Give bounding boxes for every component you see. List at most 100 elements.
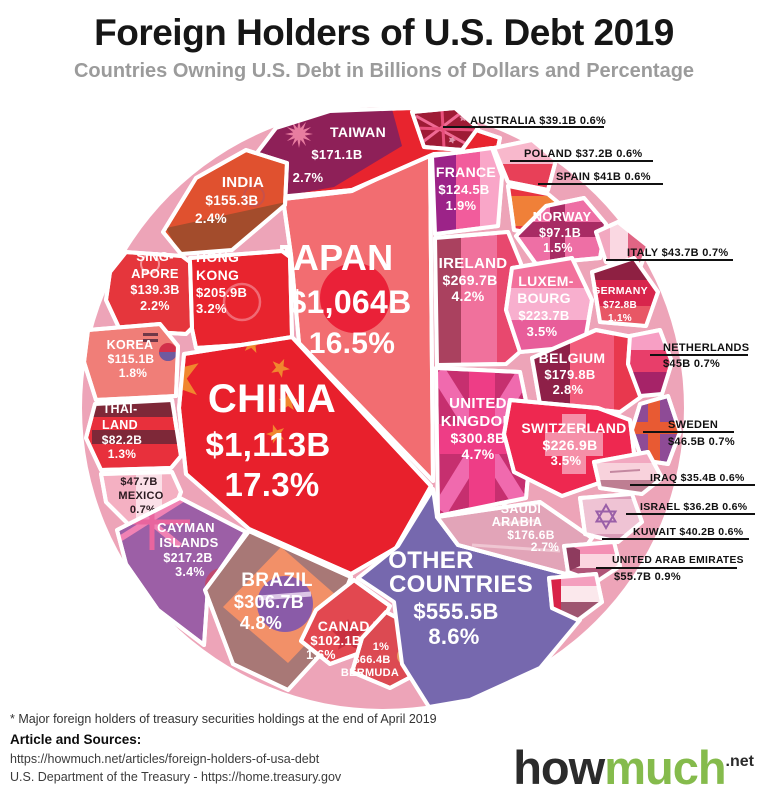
cell-label-korea-2: 1.8% bbox=[119, 366, 148, 380]
cell-sweden bbox=[630, 394, 682, 466]
callout-label: $46.5B 0.7% bbox=[668, 436, 735, 448]
page-title: Foreign Holders of U.S. Debt 2019 bbox=[94, 12, 674, 53]
cell-label-brazil-0: BRAZIL bbox=[241, 570, 313, 591]
cell-label-hong-kong-1: KONG bbox=[196, 267, 239, 283]
cell-label-cayman-islands-0: CAYMAN bbox=[157, 520, 215, 535]
cell-label-bermuda-0: 1% bbox=[373, 641, 390, 653]
cell-united-arab-emirates bbox=[547, 572, 604, 622]
cell-label-cayman-islands-1: ISLANDS bbox=[159, 535, 218, 550]
logo-much: much bbox=[604, 741, 726, 794]
cell-label-luxembourg-1: BOURG bbox=[517, 290, 571, 306]
cell-label-belgium-1: $179.8B bbox=[544, 367, 595, 382]
cell-netherlands bbox=[626, 328, 674, 398]
cell-label-india-2: 2.4% bbox=[195, 211, 227, 226]
cell-label-korea-0: KOREA bbox=[107, 338, 154, 352]
callout-label: SWEDEN bbox=[668, 419, 718, 431]
cell-label-belgium-0: BELGIUM bbox=[539, 350, 606, 366]
cell-label-belgium-2: 2.8% bbox=[553, 382, 584, 397]
cell-label-cayman-islands-2: $217.2B bbox=[163, 551, 212, 565]
callout-label: IRAQ $35.4B 0.6% bbox=[650, 472, 745, 484]
cell-label-united-kingdom-0: UNITED bbox=[449, 395, 507, 412]
footer: * Major foreign holders of treasury secu… bbox=[10, 712, 530, 786]
cell-label-other-countries-1: COUNTRIES bbox=[389, 571, 533, 598]
cell-label-thailand-1: LAND bbox=[102, 418, 138, 432]
cell-label-norway-1: $97.1B bbox=[539, 226, 581, 240]
callout-kuwait: KUWAIT $40.2B 0.6% bbox=[602, 526, 749, 540]
cell-label-taiwan-1: $171.1B bbox=[311, 147, 362, 162]
cell-label-hong-kong-0: HONG bbox=[196, 249, 239, 265]
callout-label: UNITED ARAB EMIRATES bbox=[612, 555, 744, 566]
cell-label-germany-2: 1.1% bbox=[608, 313, 632, 324]
source-link-treasury[interactable]: U.S. Department of the Treasury - https:… bbox=[10, 770, 342, 785]
cell-france: FRANCE $124.5B1.9% bbox=[430, 146, 504, 236]
cell-label-canada-0: CANADA bbox=[318, 618, 380, 634]
cell-label-bermuda-2: BERMUDA bbox=[341, 667, 399, 679]
cell-label-saudi-arabia-2: $176.6B bbox=[507, 528, 555, 542]
cell-label-china-1: $1,113B bbox=[205, 426, 330, 463]
cell-label-ireland-1: $269.7B bbox=[442, 272, 497, 288]
cell-label-united-kingdom-1: KINGDOM bbox=[441, 413, 516, 430]
cell-label-cayman-islands-3: 3.4% bbox=[175, 565, 205, 579]
cell-label-singapore-2: $139.3B bbox=[130, 283, 179, 297]
cell-label-ireland-0: IRELAND bbox=[439, 255, 508, 272]
chart-header: Foreign Holders of U.S. Debt 2019 Countr… bbox=[0, 0, 768, 83]
logo-net: .net bbox=[725, 753, 754, 770]
cell-label-taiwan-2: 2.7% bbox=[293, 170, 324, 185]
cell-label-brazil-1: $306.7B bbox=[234, 592, 304, 612]
callout-label: NETHERLANDS bbox=[663, 342, 749, 354]
cell-label-china-0: CHINA bbox=[208, 377, 336, 421]
sources-label: Article and Sources: bbox=[10, 732, 142, 747]
cell-australia bbox=[410, 106, 480, 152]
cell-label-india-0: INDIA bbox=[222, 174, 264, 191]
cell-label-france-2: 1.9% bbox=[446, 198, 477, 213]
cell-label-hong-kong-3: 3.2% bbox=[196, 301, 227, 316]
page-subtitle: Countries Owning U.S. Debt in Billions o… bbox=[73, 60, 695, 82]
cell-label-singapore-1: APORE bbox=[131, 266, 179, 281]
cell-label-switzerland-1: $226.9B bbox=[542, 437, 597, 453]
cell-label-china-2: 17.3% bbox=[224, 466, 319, 503]
cell-label-brazil-2: 4.8% bbox=[240, 613, 282, 633]
cell-label-mexico-1: MEXICO bbox=[118, 490, 163, 502]
cell-label-switzerland-0: SWITZERLAND bbox=[521, 420, 626, 436]
cell-hong-kong: HONG KONG $205.9B3.2% bbox=[184, 249, 294, 350]
callout-sweden: SWEDEN $46.5B 0.7% bbox=[643, 419, 735, 448]
cell-label-japan-2: 16.5% bbox=[309, 327, 396, 360]
cell-label-saudi-arabia-0: SAUDI bbox=[501, 502, 541, 516]
howmuch-logo[interactable]: howmuch.net bbox=[513, 744, 754, 791]
cell-label-bermuda-1: $66.4B bbox=[353, 654, 390, 666]
callout-united-arab-emirates: UNITED ARAB EMIRATES $55.7B 0.9% bbox=[596, 555, 744, 583]
callout-label: AUSTRALIA $39.1B 0.6% bbox=[470, 115, 606, 127]
cell-kuwait bbox=[562, 540, 622, 584]
callout-netherlands: NETHERLANDS $45B 0.7% bbox=[650, 342, 749, 370]
cell-label-luxembourg-0: LUXEM- bbox=[518, 273, 573, 289]
cell-label-thailand-0: THAI- bbox=[103, 402, 138, 416]
source-link-article[interactable]: https://howmuch.net/articles/foreign-hol… bbox=[10, 752, 320, 766]
cell-label-other-countries-0: OTHER bbox=[388, 547, 474, 574]
cell-label-norway-2: 1.5% bbox=[543, 241, 573, 255]
callout-label: SPAIN $41B 0.6% bbox=[556, 171, 651, 183]
callout-italy: ITALY $43.7B 0.7% bbox=[606, 247, 733, 261]
cell-label-germany-0: GERMANY bbox=[592, 285, 648, 297]
cell-label-japan-1: $1,064B bbox=[288, 284, 411, 320]
cell-thailand: THAI- LAND$82.2B1.3% bbox=[84, 398, 183, 472]
cell-japan: JAPAN $1,064B 16.5% bbox=[273, 151, 435, 483]
cell-label-united-kingdom-3: 4.7% bbox=[461, 446, 494, 462]
cell-india: INDIA $155.3B 2.4% bbox=[161, 148, 289, 256]
cell-label-france-1: $124.5B bbox=[438, 182, 489, 197]
cell-israel bbox=[578, 492, 644, 544]
callout-label: POLAND $37.2B 0.6% bbox=[524, 148, 643, 160]
cell-singapore: SING- APORE $139.3B 2.2% bbox=[104, 249, 194, 336]
cell-norway: NORWAY $97.1B1.5% bbox=[514, 196, 608, 266]
cell-label-united-kingdom-2: $300.8B bbox=[450, 430, 505, 446]
cell-label-germany-1: $72.8B bbox=[603, 300, 637, 311]
cell-label-hong-kong-2: $205.9B bbox=[196, 285, 247, 300]
cell-label-singapore-3: 2.2% bbox=[140, 299, 170, 313]
cell-label-india-1: $155.3B bbox=[205, 193, 258, 208]
callout-label: ISRAEL $36.2B 0.6% bbox=[640, 501, 748, 513]
callout-poland: POLAND $37.2B 0.6% bbox=[510, 148, 653, 162]
cell-label-thailand-2: $82.2B bbox=[102, 433, 143, 447]
cell-label-saudi-arabia-1: ARABIA bbox=[492, 515, 542, 529]
callout-label: KUWAIT $40.2B 0.6% bbox=[633, 526, 744, 538]
cell-korea: KOREA$115.1B1.8% bbox=[82, 322, 180, 402]
